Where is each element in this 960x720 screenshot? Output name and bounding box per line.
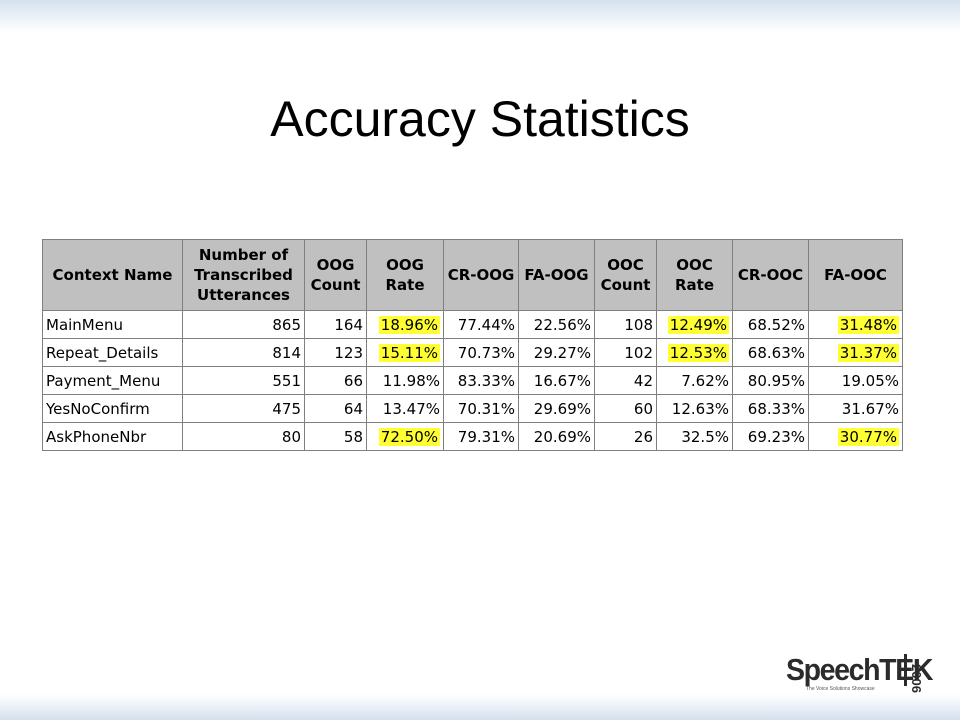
cell-fa-oog: 16.67% bbox=[518, 366, 595, 395]
table-row: YesNoConfirm 475 64 13.47% 70.31% 29.69%… bbox=[42, 394, 903, 423]
cell-ooc-count: 108 bbox=[594, 310, 657, 339]
table-header-row: Context Name Number of Transcribed Utter… bbox=[42, 239, 903, 311]
cell-oog-rate: 13.47% bbox=[366, 394, 444, 423]
cell-ooc-count: 60 bbox=[594, 394, 657, 423]
cell-ooc-count: 102 bbox=[594, 338, 657, 367]
speechtek-logo: SpeechTEK 2006 The Voice Solutions Showc… bbox=[786, 650, 933, 693]
logo-wordmark: SpeechTEK bbox=[786, 652, 933, 687]
logo-tagline: The Voice Solutions Showcase bbox=[806, 686, 875, 692]
cell-fa-oog: 29.27% bbox=[518, 338, 595, 367]
bottom-gradient-band bbox=[0, 694, 960, 720]
column-header-cr-ooc: CR-OOC bbox=[732, 239, 809, 311]
cell-ooc-count: 26 bbox=[594, 422, 657, 451]
table-row: Repeat_Details 814 123 15.11% 70.73% 29.… bbox=[42, 338, 903, 367]
cell-ooc-rate: 12.63% bbox=[656, 394, 733, 423]
highlighted-value: 31.37% bbox=[837, 343, 899, 362]
cell-ooc-count: 42 bbox=[594, 366, 657, 395]
column-header-oog-count: OOG Count bbox=[304, 239, 367, 311]
cell-cr-ooc: 68.52% bbox=[732, 310, 809, 339]
cell-utterances: 475 bbox=[182, 394, 305, 423]
cell-fa-oog: 29.69% bbox=[518, 394, 595, 423]
cell-context-name: AskPhoneNbr bbox=[42, 422, 183, 451]
cell-utterances: 814 bbox=[182, 338, 305, 367]
cell-oog-rate: 18.96% bbox=[366, 310, 444, 339]
cell-oog-count: 58 bbox=[304, 422, 367, 451]
top-gradient-band bbox=[0, 0, 960, 32]
cell-cr-oog: 77.44% bbox=[443, 310, 519, 339]
cell-oog-count: 64 bbox=[304, 394, 367, 423]
cell-cr-ooc: 80.95% bbox=[732, 366, 809, 395]
cell-context-name: Repeat_Details bbox=[42, 338, 183, 367]
column-header-oog-rate: OOG Rate bbox=[366, 239, 444, 311]
cell-context-name: MainMenu bbox=[42, 310, 183, 339]
accuracy-statistics-table: Context Name Number of Transcribed Utter… bbox=[42, 239, 903, 451]
cell-fa-ooc: 30.77% bbox=[808, 422, 903, 451]
table-row: MainMenu 865 164 18.96% 77.44% 22.56% 10… bbox=[42, 310, 903, 339]
slide-title: Accuracy Statistics bbox=[270, 91, 690, 147]
highlighted-value: 12.53% bbox=[667, 343, 729, 362]
column-header-transcribed-utterances: Number of Transcribed Utterances bbox=[182, 239, 305, 311]
logo-year: 2006 bbox=[909, 664, 924, 693]
cell-ooc-rate: 12.53% bbox=[656, 338, 733, 367]
highlighted-value: 72.50% bbox=[378, 427, 440, 446]
cell-fa-ooc: 31.48% bbox=[808, 310, 903, 339]
cell-fa-ooc: 31.37% bbox=[808, 338, 903, 367]
cell-oog-count: 164 bbox=[304, 310, 367, 339]
cell-utterances: 865 bbox=[182, 310, 305, 339]
cell-fa-ooc: 31.67% bbox=[808, 394, 903, 423]
cell-fa-oog: 22.56% bbox=[518, 310, 595, 339]
cell-cr-ooc: 68.33% bbox=[732, 394, 809, 423]
highlighted-value: 15.11% bbox=[378, 343, 440, 362]
cell-oog-rate: 72.50% bbox=[366, 422, 444, 451]
cell-fa-ooc: 19.05% bbox=[808, 366, 903, 395]
cell-context-name: Payment_Menu bbox=[42, 366, 183, 395]
cell-fa-oog: 20.69% bbox=[518, 422, 595, 451]
table-row: AskPhoneNbr 80 58 72.50% 79.31% 20.69% 2… bbox=[42, 422, 903, 451]
highlighted-value: 31.48% bbox=[837, 315, 899, 334]
column-header-context-name: Context Name bbox=[42, 239, 183, 311]
cell-utterances: 80 bbox=[182, 422, 305, 451]
cell-cr-ooc: 68.63% bbox=[732, 338, 809, 367]
cell-cr-ooc: 69.23% bbox=[732, 422, 809, 451]
cell-cr-oog: 70.31% bbox=[443, 394, 519, 423]
logo-divider bbox=[904, 654, 907, 686]
cell-oog-count: 123 bbox=[304, 338, 367, 367]
cell-ooc-rate: 12.49% bbox=[656, 310, 733, 339]
table-row: Payment_Menu 551 66 11.98% 83.33% 16.67%… bbox=[42, 366, 903, 395]
cell-oog-count: 66 bbox=[304, 366, 367, 395]
cell-cr-oog: 83.33% bbox=[443, 366, 519, 395]
cell-oog-rate: 11.98% bbox=[366, 366, 444, 395]
column-header-cr-oog: CR-OOG bbox=[443, 239, 519, 311]
highlighted-value: 30.77% bbox=[837, 427, 899, 446]
cell-cr-oog: 70.73% bbox=[443, 338, 519, 367]
column-header-fa-oog: FA-OOG bbox=[518, 239, 595, 311]
highlighted-value: 12.49% bbox=[667, 315, 729, 334]
column-header-ooc-count: OOC Count bbox=[594, 239, 657, 311]
cell-utterances: 551 bbox=[182, 366, 305, 395]
cell-ooc-rate: 7.62% bbox=[656, 366, 733, 395]
highlighted-value: 18.96% bbox=[378, 315, 440, 334]
cell-ooc-rate: 32.5% bbox=[656, 422, 733, 451]
cell-context-name: YesNoConfirm bbox=[42, 394, 183, 423]
column-header-fa-ooc: FA-OOC bbox=[808, 239, 903, 311]
column-header-ooc-rate: OOC Rate bbox=[656, 239, 733, 311]
cell-cr-oog: 79.31% bbox=[443, 422, 519, 451]
cell-oog-rate: 15.11% bbox=[366, 338, 444, 367]
